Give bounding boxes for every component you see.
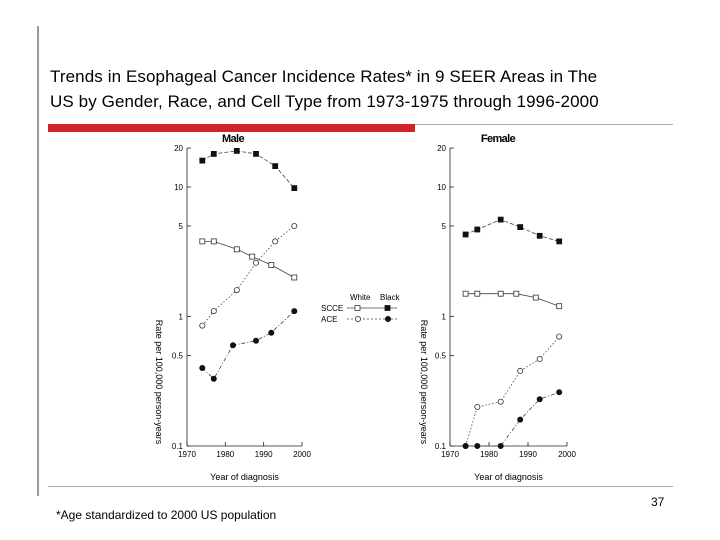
male-y-tick-label: 20 bbox=[174, 144, 183, 153]
male-ace-black-point bbox=[268, 329, 275, 336]
chart-legend: White Black SCCE ACE bbox=[321, 293, 401, 324]
male-scce-white-point bbox=[268, 262, 275, 268]
female-panel-title: Female bbox=[481, 133, 516, 145]
male-ace-black-point bbox=[252, 337, 259, 344]
male-ace-white-point bbox=[233, 287, 240, 294]
male-ace-black-point bbox=[199, 364, 206, 371]
male-x-tick-label: 2000 bbox=[293, 450, 311, 459]
male-y-axis-title: Rate per 100,000 person-years bbox=[154, 320, 164, 445]
male-y-tick-label: 5 bbox=[179, 222, 184, 231]
title-rule bbox=[415, 124, 673, 125]
male-scce-white-point bbox=[249, 253, 256, 260]
female-ace-black-point bbox=[462, 442, 469, 449]
female-y-axis-title: Rate per 100,000 person-years bbox=[419, 320, 429, 445]
female-x-tick-label: 2000 bbox=[558, 450, 576, 459]
female-ace-white-point bbox=[497, 398, 504, 405]
male-scce-white-point bbox=[291, 274, 298, 281]
female-y-tick-label: 0.5 bbox=[435, 351, 447, 360]
footnote: *Age standardized to 2000 US population bbox=[56, 508, 277, 522]
male-ace-black-point bbox=[291, 308, 298, 315]
male-ace-white-point bbox=[199, 322, 206, 329]
male-x-tick-label: 1980 bbox=[216, 450, 234, 459]
female-y-tick-label: 10 bbox=[437, 183, 446, 192]
male-ace-white-point bbox=[291, 222, 298, 229]
male-x-tick-label: 1990 bbox=[255, 450, 273, 459]
female-scce-black-point bbox=[474, 226, 481, 233]
male-ace-white-point bbox=[210, 308, 217, 315]
male-ace-black-point bbox=[210, 375, 217, 382]
female-scce-black-point bbox=[517, 224, 524, 231]
female-scce-black-point bbox=[556, 238, 563, 245]
female-scce-black-point bbox=[462, 231, 469, 238]
legend-marker-scce-black bbox=[384, 305, 391, 311]
female-ace-white-point bbox=[556, 333, 563, 340]
female-ace-black-point bbox=[497, 442, 504, 449]
female-ace-black-point bbox=[474, 442, 481, 449]
male-scce-black-point bbox=[272, 163, 279, 170]
female-scce-white-point bbox=[497, 290, 504, 297]
legend-marker-scce-white bbox=[354, 305, 361, 311]
female-y-tick-label: 20 bbox=[437, 144, 446, 153]
male-scce-white-line bbox=[202, 240, 295, 278]
legend-marker-ace-white bbox=[354, 315, 361, 322]
male-ace-black-point bbox=[229, 342, 236, 349]
male-ace-white-line bbox=[201, 225, 295, 326]
female-scce-black-point bbox=[497, 216, 504, 223]
male-y-tick-label: 10 bbox=[174, 183, 183, 192]
title-accent-bar bbox=[48, 124, 415, 132]
legend-header-white: White bbox=[350, 293, 371, 302]
left-vertical-rule bbox=[37, 26, 39, 496]
male-panel-title: Male bbox=[222, 133, 245, 145]
female-x-tick-label: 1990 bbox=[519, 450, 537, 459]
female-scce-black-point bbox=[536, 232, 543, 239]
male-scce-white-point bbox=[199, 238, 206, 245]
male-x-axis-title: Year of diagnosis bbox=[210, 472, 279, 482]
female-x-tick-label: 1970 bbox=[441, 450, 459, 459]
female-x-tick-label: 1980 bbox=[480, 450, 498, 459]
male-scce-black-point bbox=[253, 150, 259, 157]
male-y-tick-label: 1 bbox=[179, 312, 184, 321]
female-ace-black-point bbox=[517, 416, 524, 423]
slide-title-line-2: US by Gender, Race, and Cell Type from 1… bbox=[50, 92, 599, 111]
female-scce-white-point bbox=[532, 294, 539, 301]
female-ace-white-point bbox=[536, 355, 543, 362]
female-scce-white-point bbox=[556, 303, 563, 310]
legend-label-ace: ACE bbox=[321, 315, 337, 324]
female-y-tick-label: 5 bbox=[442, 222, 447, 231]
male-ace-white-point bbox=[272, 238, 279, 245]
male-ace-white-point bbox=[252, 259, 259, 266]
slide-title-line-1: Trends in Esophageal Cancer Incidence Ra… bbox=[50, 67, 598, 86]
female-ace-black-point bbox=[556, 389, 563, 396]
legend-label-scce: SCCE bbox=[321, 304, 343, 313]
male-scce-white-point bbox=[233, 246, 240, 253]
female-y-tick-label: 0.1 bbox=[435, 442, 447, 451]
male-y-tick-label: 0.5 bbox=[172, 351, 184, 360]
female-x-axis-title: Year of diagnosis bbox=[474, 472, 543, 482]
female-ace-black-point bbox=[536, 396, 543, 403]
female-scce-white-point bbox=[462, 290, 469, 297]
male-scce-black-point bbox=[291, 185, 298, 192]
legend-header-black: Black bbox=[380, 293, 401, 302]
female-scce-black-line bbox=[465, 219, 560, 242]
male-scce-black-point bbox=[199, 157, 206, 164]
male-y-tick-label: 0.1 bbox=[172, 442, 184, 451]
female-ace-white-point bbox=[517, 367, 524, 374]
female-ace-black-line bbox=[465, 391, 560, 447]
female-ace-white-point bbox=[474, 403, 481, 410]
legend-marker-ace-black bbox=[384, 315, 391, 322]
footer-rule bbox=[48, 486, 673, 487]
female-scce-white-point bbox=[474, 290, 481, 297]
female-y-tick-label: 1 bbox=[442, 312, 447, 321]
male-x-tick-label: 1970 bbox=[178, 450, 196, 459]
female-scce-white-point bbox=[513, 290, 520, 297]
male-scce-black-point bbox=[233, 147, 240, 154]
male-scce-white-point bbox=[210, 238, 217, 245]
male-ace-black-line bbox=[202, 310, 295, 380]
male-scce-black-point bbox=[210, 150, 217, 157]
page-number: 37 bbox=[651, 495, 665, 509]
